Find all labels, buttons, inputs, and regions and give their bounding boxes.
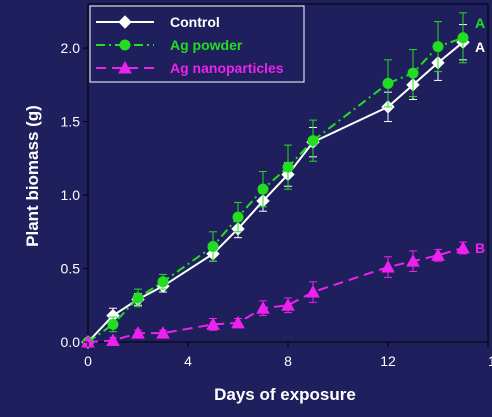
data-point: [307, 135, 319, 147]
y-axis-label: Plant biomass (g): [23, 105, 42, 247]
x-tick-label: 4: [184, 353, 192, 369]
data-point: [207, 240, 219, 252]
x-tick-label: 0: [84, 353, 92, 369]
data-point: [406, 254, 420, 267]
data-point: [456, 240, 470, 254]
significance-label: B: [475, 240, 485, 256]
data-point: [256, 301, 270, 314]
x-tick-label: 16: [488, 353, 492, 369]
data-point: [382, 77, 394, 89]
data-point: [118, 15, 132, 29]
data-point: [156, 326, 170, 339]
data-point: [107, 318, 119, 330]
data-point: [457, 32, 469, 44]
data-point: [157, 276, 169, 288]
data-point: [431, 248, 445, 261]
legend-entry: Ag nanoparticles: [96, 60, 284, 76]
series-layer: AA B: [81, 12, 485, 349]
y-tick-label: 0.0: [61, 334, 81, 350]
y-tick-label: 1.0: [61, 187, 81, 203]
legend: Control Ag powder Ag nanoparticles: [89, 5, 305, 83]
data-point: [119, 39, 131, 51]
x-axis-label: Days of exposure: [214, 385, 356, 404]
x-tick-label: 8: [284, 353, 292, 369]
legend-label: Control: [170, 14, 220, 30]
series-ag-nanoparticles: B: [81, 240, 485, 348]
data-point: [206, 317, 220, 330]
significance-label: A: [475, 15, 485, 31]
data-point: [381, 260, 395, 273]
data-point: [432, 41, 444, 53]
x-tick-label: 12: [380, 353, 396, 369]
legend-entry: Ag powder: [96, 37, 243, 53]
data-point: [281, 298, 295, 311]
legend-label: Ag powder: [170, 37, 243, 53]
data-point: [282, 161, 294, 173]
y-tick-label: 2.0: [61, 40, 81, 56]
data-point: [131, 326, 145, 339]
data-point: [106, 333, 120, 347]
legend-label: Ag nanoparticles: [170, 60, 284, 76]
legend-entry: Control: [96, 14, 220, 30]
data-point: [118, 60, 132, 74]
series-ag-powder: A: [82, 12, 485, 348]
data-point: [257, 183, 269, 195]
data-point: [132, 292, 144, 304]
series-line: [87, 41, 464, 343]
data-point: [306, 284, 320, 298]
axes-layer: 0.0 0.5 1.0 1.5 2.0 0 4 8 12 16: [61, 40, 492, 369]
y-tick-label: 0.5: [61, 261, 81, 277]
significance-label: A: [475, 39, 485, 55]
y-tick-label: 1.5: [61, 114, 81, 130]
data-point: [407, 67, 419, 79]
data-point: [231, 315, 245, 329]
data-point: [232, 211, 244, 223]
